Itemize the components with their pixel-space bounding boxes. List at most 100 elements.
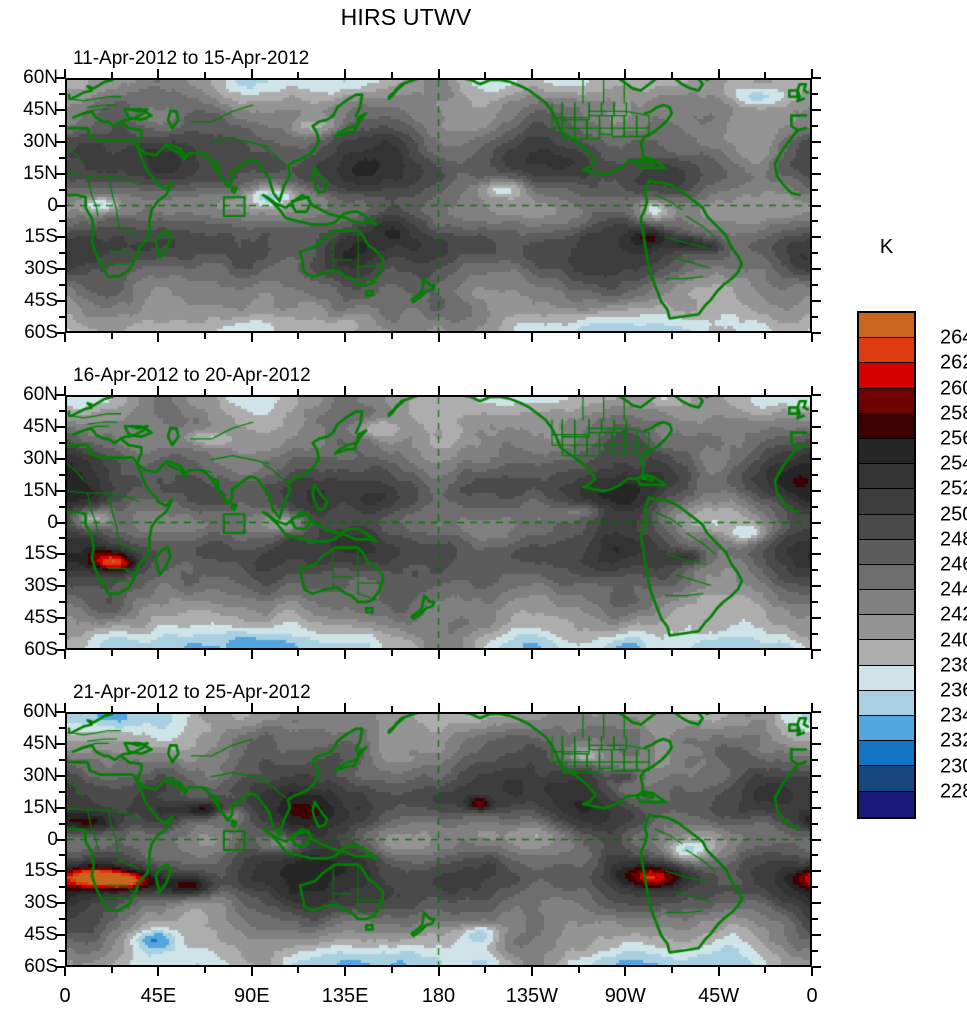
x-tick-mark bbox=[64, 386, 66, 395]
x-tick-mark bbox=[157, 69, 160, 78]
y-tick-label: 30N bbox=[23, 447, 58, 469]
y-tick-label: 15S bbox=[24, 543, 58, 565]
y-tick-minor bbox=[59, 284, 65, 287]
x-tick-mark bbox=[437, 650, 440, 659]
y-tick-minor bbox=[812, 284, 818, 287]
colorbar-tick-label: 236 bbox=[940, 679, 967, 702]
x-tick-mark bbox=[157, 967, 160, 976]
y-tick-minor bbox=[812, 505, 818, 508]
x-tick-mark bbox=[717, 650, 720, 659]
x-tick-mark bbox=[811, 386, 813, 395]
y-tick-minor bbox=[59, 252, 65, 255]
x-tick-minor bbox=[390, 706, 393, 712]
x-tick-mark bbox=[157, 703, 160, 712]
x-tick-mark bbox=[811, 650, 813, 659]
y-tick-mark bbox=[56, 457, 65, 460]
y-tick-mark bbox=[56, 774, 65, 777]
colorbar-tick-label: 238 bbox=[940, 654, 967, 677]
x-tick-mark bbox=[530, 703, 533, 712]
y-tick-minor bbox=[812, 854, 818, 857]
y-tick-label: 60N bbox=[23, 701, 58, 722]
x-tick-minor bbox=[110, 967, 113, 973]
x-tick-label: 90W bbox=[604, 985, 646, 1007]
y-tick-mark bbox=[56, 268, 65, 271]
map-panel-3[interactable] bbox=[65, 712, 812, 967]
x-tick-minor bbox=[484, 389, 487, 395]
x-tick-mark bbox=[811, 967, 813, 976]
x-tick-minor bbox=[577, 706, 580, 712]
colorbar-band bbox=[859, 388, 914, 414]
y-tick-label: 0 bbox=[47, 828, 58, 850]
y-tick-minor bbox=[59, 601, 65, 604]
y-tick-mark bbox=[56, 934, 65, 937]
y-tick-mark bbox=[812, 172, 821, 175]
colorbar-band bbox=[859, 640, 914, 666]
y-tick-mark bbox=[56, 742, 65, 745]
x-tick-minor bbox=[110, 389, 113, 395]
colorbar-band bbox=[859, 564, 914, 591]
y-tick-minor bbox=[59, 822, 65, 825]
colorbar-tick-label: 262 bbox=[940, 351, 967, 374]
colorbar-gradient bbox=[857, 311, 916, 819]
x-tick-minor bbox=[204, 706, 207, 712]
x-tick-minor bbox=[577, 967, 580, 973]
y-tick-mark bbox=[56, 300, 65, 303]
y-tick-mark bbox=[56, 966, 65, 968]
y-tick-minor bbox=[59, 409, 65, 412]
map-panel-2[interactable] bbox=[65, 395, 812, 650]
x-tick-label: 90E bbox=[233, 985, 270, 1007]
x-tick-mark bbox=[344, 333, 347, 342]
y-tick-label: 45N bbox=[23, 732, 58, 754]
y-tick-mark bbox=[812, 332, 821, 334]
y-tick-label: 0 bbox=[47, 511, 58, 533]
y-tick-minor bbox=[812, 473, 818, 476]
y-tick-label: 30S bbox=[24, 892, 58, 914]
y-tick-mark bbox=[56, 394, 65, 396]
colorbar-band bbox=[859, 766, 914, 792]
x-tick-minor bbox=[297, 706, 300, 712]
y-tick-minor bbox=[59, 886, 65, 889]
x-tick-mark bbox=[64, 333, 66, 342]
colorbar-band bbox=[859, 590, 914, 616]
x-tick-label: 0 bbox=[806, 985, 818, 1007]
x-tick-label: 45W bbox=[698, 985, 740, 1007]
y-tick-mark bbox=[812, 649, 821, 651]
x-tick-minor bbox=[670, 650, 673, 656]
y-tick-mark bbox=[56, 172, 65, 175]
y-tick-minor bbox=[59, 188, 65, 191]
x-tick-mark bbox=[344, 650, 347, 659]
y-tick-minor bbox=[59, 220, 65, 223]
y-tick-mark bbox=[56, 870, 65, 873]
y-tick-minor bbox=[59, 124, 65, 127]
y-tick-label: 60S bbox=[24, 322, 58, 343]
y-tick-label: 60N bbox=[23, 384, 58, 405]
y-tick-minor bbox=[812, 156, 818, 159]
y-tick-label: 15N bbox=[23, 162, 58, 184]
x-tick-mark bbox=[811, 69, 813, 78]
x-tick-minor bbox=[297, 333, 300, 339]
colorbar-tick-label: 244 bbox=[940, 578, 967, 601]
y-tick-mark bbox=[56, 521, 65, 524]
y-tick-minor bbox=[812, 726, 818, 729]
y-tick-minor bbox=[59, 854, 65, 857]
colorbar-band bbox=[859, 313, 914, 339]
y-tick-mark bbox=[812, 236, 821, 239]
map-canvas-1 bbox=[67, 80, 810, 331]
x-tick-mark bbox=[717, 967, 720, 976]
y-tick-mark bbox=[56, 236, 65, 239]
y-tick-mark bbox=[56, 806, 65, 809]
y-tick-minor bbox=[59, 316, 65, 319]
x-tick-minor bbox=[670, 333, 673, 339]
y-tick-minor bbox=[812, 601, 818, 604]
y-tick-minor bbox=[812, 569, 818, 572]
x-tick-mark bbox=[344, 386, 347, 395]
y-tick-label: 15N bbox=[23, 796, 58, 818]
x-tick-minor bbox=[204, 333, 207, 339]
colorbar-band bbox=[859, 665, 914, 691]
colorbar-band bbox=[859, 514, 914, 540]
colorbar-band bbox=[859, 464, 914, 490]
map-panel-1[interactable] bbox=[65, 78, 812, 333]
y-tick-minor bbox=[812, 758, 818, 761]
x-tick-minor bbox=[764, 389, 767, 395]
colorbar-tick-label: 250 bbox=[940, 503, 967, 526]
